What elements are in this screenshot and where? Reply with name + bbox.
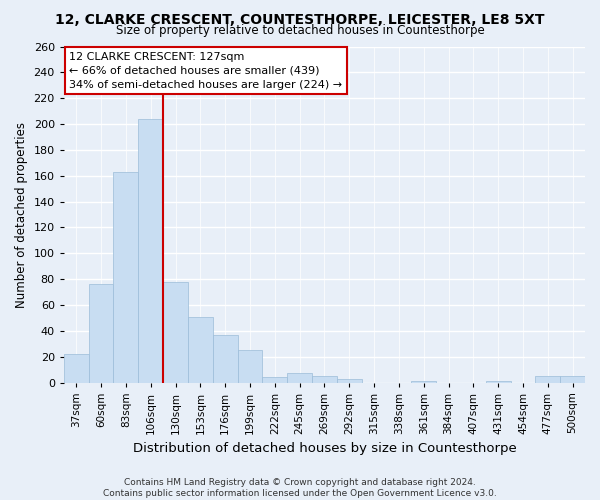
Bar [262, 378, 287, 382]
Bar [188, 316, 213, 382]
Bar [486, 381, 511, 382]
Bar [64, 354, 89, 382]
Bar [213, 334, 238, 382]
Bar [411, 381, 436, 382]
Bar [337, 378, 362, 382]
Bar [287, 374, 312, 382]
Bar [113, 172, 138, 382]
Text: Size of property relative to detached houses in Countesthorpe: Size of property relative to detached ho… [116, 24, 484, 37]
Bar [163, 282, 188, 382]
Bar [560, 376, 585, 382]
Bar [238, 350, 262, 382]
X-axis label: Distribution of detached houses by size in Countesthorpe: Distribution of detached houses by size … [133, 442, 516, 455]
Bar [89, 284, 113, 382]
Y-axis label: Number of detached properties: Number of detached properties [15, 122, 28, 308]
Text: 12, CLARKE CRESCENT, COUNTESTHORPE, LEICESTER, LE8 5XT: 12, CLARKE CRESCENT, COUNTESTHORPE, LEIC… [55, 12, 545, 26]
Bar [312, 376, 337, 382]
Bar [535, 376, 560, 382]
Bar [138, 119, 163, 382]
Text: Contains HM Land Registry data © Crown copyright and database right 2024.
Contai: Contains HM Land Registry data © Crown c… [103, 478, 497, 498]
Text: 12 CLARKE CRESCENT: 127sqm
← 66% of detached houses are smaller (439)
34% of sem: 12 CLARKE CRESCENT: 127sqm ← 66% of deta… [69, 52, 342, 90]
